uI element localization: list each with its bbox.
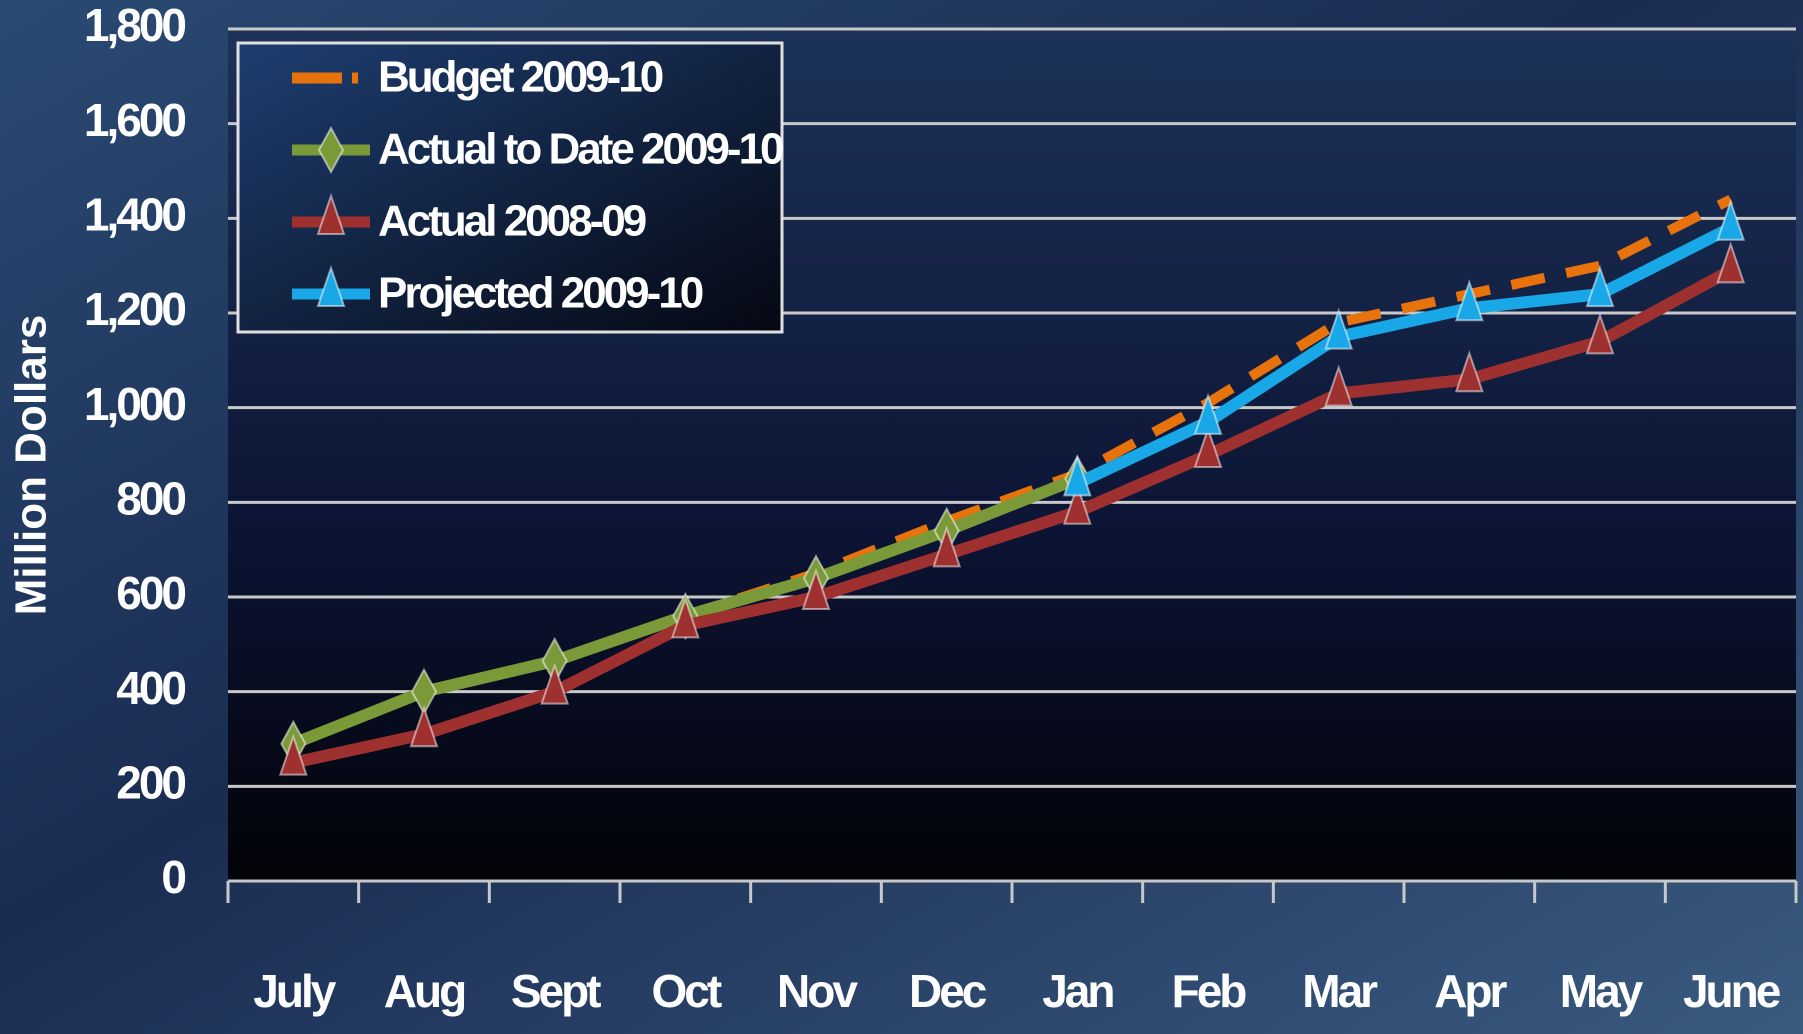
x-tick-label: June [1683, 965, 1781, 1017]
y-tick-label: 400 [116, 662, 185, 714]
data-point [1585, 264, 1615, 308]
y-tick-label: 1,800 [84, 0, 186, 51]
x-tick-label: Jan [1042, 965, 1113, 1017]
legend-marker [316, 192, 346, 235]
y-tick-label: 1,400 [84, 188, 186, 240]
data-point [1193, 425, 1223, 468]
legend-label: Actual to Date 2009-10 [378, 125, 783, 174]
y-tick-label: 1,200 [84, 283, 186, 335]
y-tick-label: 1,000 [84, 378, 186, 430]
legend-label: Budget 2009-10 [378, 53, 663, 102]
x-tick-label: Sept [511, 965, 601, 1017]
data-point [801, 567, 831, 610]
data-point [409, 705, 439, 748]
series-line [287, 264, 1737, 769]
x-tick-label: Dec [909, 965, 987, 1017]
data-point [1454, 350, 1484, 393]
legend-label: Actual 2008-09 [378, 197, 646, 246]
y-tick-label: 1,600 [84, 94, 186, 146]
data-point [1324, 307, 1354, 350]
x-tick-label: Apr [1434, 965, 1507, 1017]
y-axis-label: Million Dollars [7, 315, 56, 616]
x-tick-label: Oct [651, 965, 721, 1017]
data-point [1585, 312, 1615, 355]
y-tick-label: 800 [116, 472, 185, 524]
x-tick-label: May [1560, 965, 1644, 1017]
data-point [932, 525, 962, 568]
x-tick-label: Nov [777, 965, 858, 1017]
data-point [670, 596, 700, 639]
y-tick-label: 600 [116, 567, 185, 619]
x-tick-label: Mar [1302, 965, 1378, 1017]
legend-marker [317, 125, 345, 175]
x-tick-label: Aug [384, 965, 465, 1017]
y-tick-label: 200 [116, 756, 185, 808]
data-point [278, 733, 308, 776]
data-point [1062, 482, 1092, 525]
data-point [1324, 364, 1354, 407]
data-point [1716, 198, 1746, 241]
data-point [1454, 279, 1484, 322]
data-point [1062, 454, 1092, 497]
y-tick-label: 0 [161, 851, 185, 903]
x-tick-label: July [253, 965, 336, 1017]
data-point [540, 662, 570, 705]
series-line [1071, 221, 1737, 490]
data-point [1193, 392, 1223, 435]
data-point [1716, 241, 1746, 284]
x-tick-label: Feb [1172, 965, 1247, 1017]
legend-label: Projected 2009-10 [378, 269, 703, 318]
legend-marker [316, 264, 346, 307]
